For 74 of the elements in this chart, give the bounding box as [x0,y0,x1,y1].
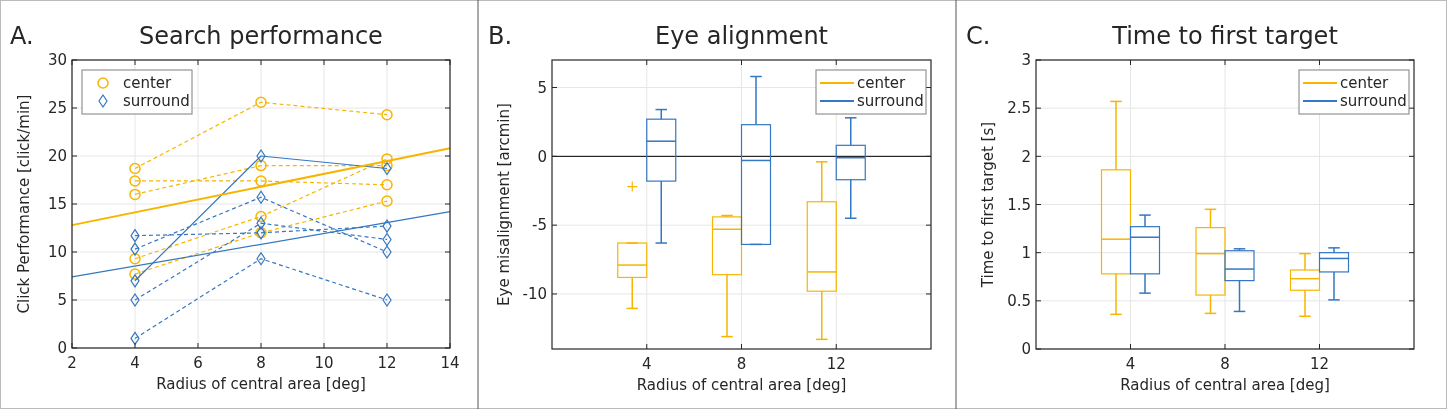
text: C. [966,22,991,50]
y-tick-label: 0 [1021,340,1031,359]
x-tick-label: 8 [736,355,747,373]
x-axis-title: Radius of central area [deg] [156,375,366,393]
y-tick-label: 30 [47,51,67,70]
point [129,188,141,201]
x-tick-label: 8 [1220,355,1230,373]
x-tick-label: 12 [1309,355,1330,373]
x-tick-label: 14 [440,354,460,372]
y-tick-label: 0.5 [1007,292,1031,311]
point [130,274,140,288]
x-tick-label: 4 [641,355,652,373]
x-tick-label: 6 [193,354,203,372]
y-tick-label: 2.5 [1007,99,1031,118]
point [382,245,392,259]
point [129,252,141,265]
y-axis-title: Eye misalignment [arcmin] [495,103,513,306]
y-tick-label: 5 [57,291,67,310]
chart-title: Search performance [139,22,383,50]
chart-title: Time to first target [1111,22,1338,50]
point [130,229,140,243]
x-tick-label: 4 [1125,355,1136,373]
y-tick-label: 0 [537,147,547,166]
point [382,293,392,307]
y-tick-label: 3 [1021,51,1031,70]
y-tick-label: 20 [47,147,67,166]
x-tick-label: 12 [377,354,397,372]
x-tick-label: 12 [826,355,846,373]
point [381,159,393,172]
point [256,252,266,266]
point [381,179,393,191]
x-tick-label: 8 [256,354,266,372]
text: A. [10,22,34,50]
point [256,190,266,204]
chart-title: Eye alignment [654,22,829,50]
x-tick-label: 10 [314,354,334,372]
point [255,96,267,108]
point [130,293,140,307]
legend-label: center [123,74,173,93]
text: B. [488,22,513,50]
legend-label: surround [857,92,924,111]
point [381,108,393,121]
point [129,175,141,187]
y-tick-label: 0 [57,339,67,358]
point [130,242,140,256]
point [255,175,267,187]
y-tick-label: 2 [1021,147,1031,166]
x-axis-title: Radius of central area [deg] [1120,376,1330,394]
y-tick-label: 15 [47,195,67,214]
point [381,153,393,165]
y-tick-label: 10 [47,243,67,262]
y-axis-title: Time to first target [s] [979,121,997,289]
legend-label: center [857,74,907,93]
legend-label: center [1340,74,1390,93]
y-tick-label: 1.5 [1007,195,1031,214]
y-axis-title: Click Performance [click/min] [15,94,33,314]
point [129,162,141,175]
legend-label: surround [123,92,190,111]
point [255,159,267,172]
point [130,331,140,345]
point [382,219,392,233]
x-tick-label: 4 [130,354,140,372]
y-tick-label: 5 [537,78,547,97]
legend-label: surround [1340,92,1407,111]
y-tick-label: -10 [522,285,547,304]
point [381,195,393,207]
x-axis-title: Radius of central area [deg] [636,376,847,394]
point [256,216,266,230]
y-tick-label: -5 [532,216,547,235]
y-tick-label: 25 [47,99,67,118]
point [256,149,266,163]
point [255,210,267,223]
point [129,268,141,280]
y-tick-label: 1 [1021,243,1031,262]
